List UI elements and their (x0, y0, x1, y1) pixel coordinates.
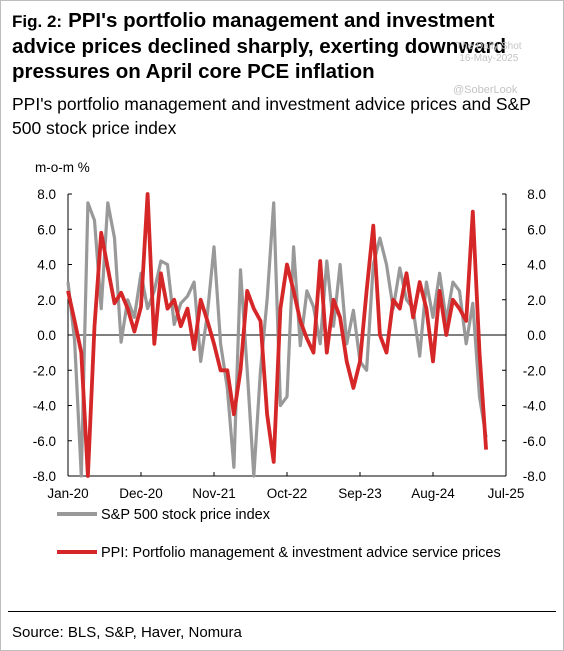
y-tick-label-right: -8.0 (523, 469, 546, 484)
x-tick-label: Aug-24 (411, 486, 455, 501)
source-separator (8, 611, 556, 612)
legend-swatch-sp500 (57, 512, 97, 516)
series-lines (66, 192, 488, 478)
watermark-line-2: 16-May-2025 (459, 53, 519, 64)
series-line-sp500 (66, 201, 488, 478)
y-tick-label-right: -4.0 (523, 399, 546, 414)
x-tick-label: Jan-20 (47, 486, 88, 501)
line-chart: m-o-m % 8.0 8.0 6.0 6.0 4.0 4.0 2.0 2.0 0.0 0.0 -2… (33, 160, 546, 501)
y-tick-label-left: 2.0 (37, 293, 56, 308)
y-tick-label-left: 8.0 (37, 187, 56, 202)
series-line-ppi (66, 192, 488, 478)
y-tick-label-right: -2.0 (523, 363, 546, 378)
y-tick-label-right: 2.0 (527, 293, 546, 308)
figure-title: Fig. 2: PPI's portfolio management and in… (12, 8, 557, 84)
x-tick-label: Dec-20 (119, 486, 163, 501)
y-tick-label-left: 4.0 (37, 258, 56, 273)
x-tick-label: Nov-21 (192, 486, 236, 501)
watermark-handle: @SoberLook (453, 84, 518, 96)
x-tick-label: Jul-25 (488, 486, 525, 501)
chart-subtitle: PPI's portfolio management and investmen… (12, 94, 531, 138)
figure-number: Fig. 2: (12, 12, 63, 31)
x-tick-label: Oct-22 (267, 486, 308, 501)
figure-title-text: PPI's portfolio management and investmen… (12, 9, 507, 83)
y-tick-label-right: 4.0 (527, 258, 546, 273)
y-tick-label-left: -8.0 (33, 469, 56, 484)
y-tick-label-left: 0.0 (37, 328, 56, 343)
watermark-line-1: The Daily Shot (456, 41, 522, 52)
axes (67, 193, 507, 477)
x-tick-label: Sep-23 (338, 486, 382, 501)
y-tick-label-left: 6.0 (37, 222, 56, 237)
y-tick-label-right: -6.0 (523, 434, 546, 449)
y-tick-label-right: 0.0 (527, 328, 546, 343)
y-tick-label-right: 6.0 (527, 222, 546, 237)
y-tick-label-right: 8.0 (527, 187, 546, 202)
y-tick-label-left: -4.0 (33, 399, 56, 414)
y-tick-label-left: -2.0 (33, 363, 56, 378)
legend-label-ppi: PPI: Portfolio management & investment a… (101, 545, 501, 561)
y-tick-label-left: -6.0 (33, 434, 56, 449)
tick-labels: 8.0 8.0 6.0 6.0 4.0 4.0 2.0 2.0 0.0 0.0 -2.0 -2.0 -4… (33, 187, 546, 501)
legend-item-sp500: S&P 500 stock price index (57, 506, 270, 524)
legend-swatch-ppi (57, 550, 97, 554)
source-note: Source: BLS, S&P, Haver, Nomura (12, 624, 242, 641)
watermark-daily-shot: The Daily Shot 16-May-2025 (456, 41, 522, 65)
y-axis-unit-label: m-o-m % (35, 160, 90, 175)
legend-label-sp500: S&P 500 stock price index (101, 507, 270, 523)
legend-item-ppi: PPI: Portfolio management & investment a… (57, 544, 527, 562)
